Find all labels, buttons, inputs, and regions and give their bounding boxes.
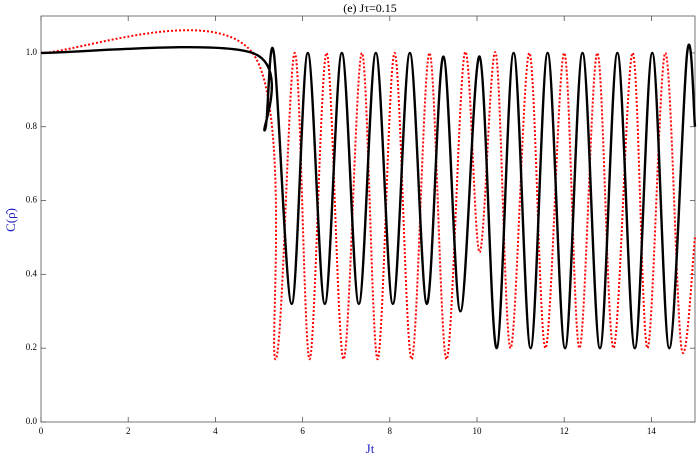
y-tick-label: 1.0: [26, 47, 38, 57]
x-tick-label: 12: [560, 426, 569, 436]
y-tick-label: 0.6: [26, 195, 38, 205]
x-tick-label: 8: [388, 426, 393, 436]
data-line: [40, 43, 697, 350]
x-tick-label: 10: [473, 426, 483, 436]
x-tick-label: 4: [213, 426, 218, 436]
x-tick-label: 14: [647, 426, 657, 436]
y-tick-label: 0.0: [26, 416, 38, 426]
chart-title: (e) Jτ=0.15: [343, 1, 397, 15]
y-tick-label: 0.8: [26, 121, 38, 131]
plot-frame: [40, 15, 696, 423]
y-tick-label: 0.2: [26, 342, 37, 352]
x-tick-label: 2: [126, 426, 131, 436]
x-axis-label: Jt: [366, 441, 375, 456]
x-tick-label: 6: [300, 426, 305, 436]
y-axis-label: C(ρ̂): [3, 208, 18, 232]
x-tick-label: 0: [39, 426, 44, 436]
y-tick-label: 0.4: [26, 268, 38, 278]
